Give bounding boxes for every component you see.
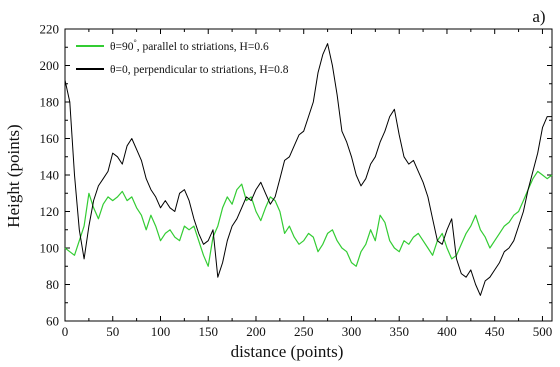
x-tick-label: 500 (533, 324, 553, 339)
legend: θ=90°, parallel to striations, H=0.6 θ=0,… (76, 38, 289, 76)
y-tick-label: 220 (40, 22, 60, 37)
x-tick-label: 0 (62, 324, 69, 339)
y-tick-label: 180 (40, 95, 60, 110)
series-line-0 (64, 170, 553, 267)
x-tick-label: 200 (246, 324, 266, 339)
series-line-1 (64, 43, 552, 296)
y-tick-label: 80 (46, 277, 59, 292)
x-tick-label: 50 (106, 324, 119, 339)
x-tick-label: 400 (437, 324, 457, 339)
legend-label-0: θ=90°, parallel to striations, H=0.6 (110, 38, 269, 53)
x-tick-label: 100 (151, 324, 171, 339)
y-tick-label: 200 (40, 58, 60, 73)
x-tick-label: 150 (198, 324, 218, 339)
x-tick-label: 450 (485, 324, 505, 339)
panel-label: a) (532, 7, 545, 26)
series-lines (64, 43, 553, 296)
axis-ticks: 0 50 100 150 200 250 300 350 400 450 500 60 80 100 120… (40, 22, 553, 340)
y-tick-label: 60 (46, 314, 59, 329)
y-tick-label: 100 (40, 241, 60, 256)
x-tick-label: 300 (342, 324, 362, 339)
x-axis-label: distance (points) (231, 342, 344, 361)
y-tick-label: 120 (40, 204, 60, 219)
y-axis-label: Height (points) (4, 124, 23, 227)
y-tick-label: 140 (40, 168, 60, 183)
x-tick-label: 250 (294, 324, 314, 339)
legend-label-1: θ=0, perpendicular to striations, H=0.8 (110, 64, 289, 76)
x-tick-label: 350 (389, 324, 409, 339)
y-tick-label: 160 (40, 131, 60, 146)
